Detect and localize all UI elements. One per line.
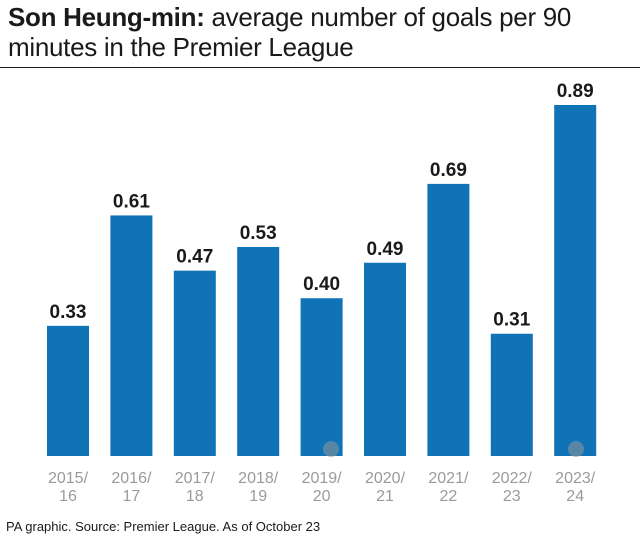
value-label: 0.69 <box>430 160 467 181</box>
bar-2015/16 <box>47 325 89 456</box>
x-tick-label: 23 <box>503 488 521 505</box>
x-tick-label: 2015/ <box>48 470 89 487</box>
chart-title: Son Heung-min: average number of goals p… <box>8 2 628 62</box>
title-bold: Son Heung-min: <box>8 2 205 32</box>
watermark-dot <box>323 441 339 457</box>
title-divider <box>0 67 640 68</box>
bar-2022/23 <box>490 333 533 456</box>
watermark-dot <box>568 441 584 457</box>
x-tick-label: 2020/ <box>365 470 406 487</box>
x-tick-label: 2022/ <box>492 470 533 487</box>
x-tick-label: 2016/ <box>111 470 152 487</box>
value-label: 0.47 <box>176 247 213 268</box>
x-tick-label: 2021/ <box>428 470 469 487</box>
x-tick-label: 20 <box>313 488 331 505</box>
bar-2020/21 <box>364 262 406 456</box>
x-tick-label: 17 <box>123 488 141 505</box>
source-note: PA graphic. Source: Premier League. As o… <box>6 519 321 534</box>
x-tick-label: 22 <box>440 488 458 505</box>
bar-2017/18 <box>173 270 216 456</box>
x-tick-label: 18 <box>186 488 204 505</box>
x-tick-label: 19 <box>249 488 267 505</box>
bar-2023/24 <box>554 105 597 456</box>
bar-2021/22 <box>427 183 470 456</box>
value-label: 0.61 <box>113 191 150 212</box>
x-tick-label: 2023/ <box>555 470 596 487</box>
x-tick-label: 2018/ <box>238 470 279 487</box>
title-rest: average number of goals per 90 minutes i… <box>8 2 572 62</box>
x-tick-label: 24 <box>566 488 584 505</box>
bar-2018/19 <box>237 246 280 456</box>
value-label: 0.33 <box>50 302 87 323</box>
bar-2016/17 <box>110 215 153 456</box>
x-tick-label: 21 <box>376 488 394 505</box>
bar-2019/20 <box>300 298 343 456</box>
x-tick-label: 2017/ <box>175 470 216 487</box>
value-label: 0.49 <box>367 239 404 260</box>
value-label: 0.40 <box>303 274 340 295</box>
x-tick-label: 2019/ <box>302 470 343 487</box>
value-label: 0.89 <box>557 81 594 102</box>
x-tick-label: 16 <box>59 488 77 505</box>
value-label: 0.53 <box>240 223 277 244</box>
value-label: 0.31 <box>493 310 530 331</box>
